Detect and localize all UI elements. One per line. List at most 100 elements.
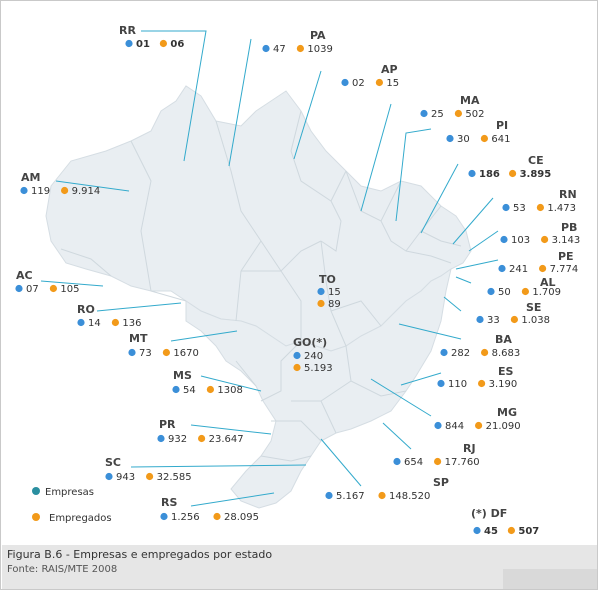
- empregados-value-rj: 17.760: [445, 457, 480, 468]
- empresas-marker-ms: [172, 385, 180, 394]
- empregados-marker-mt: [162, 348, 170, 357]
- empresas-value-pa: 47: [273, 44, 286, 55]
- leader-line-ba: [398, 323, 462, 340]
- leader-line-rn: [452, 197, 494, 245]
- state-label-al: AL: [540, 276, 556, 289]
- empresas-value-ma: 25: [431, 109, 444, 120]
- empregados-marker-ms: [206, 385, 214, 394]
- state-label-sp: SP: [433, 476, 449, 489]
- legend-empregados-marker: [32, 513, 40, 521]
- empresas-value-sc: 943: [116, 472, 135, 483]
- state-label-pr: PR: [159, 418, 176, 431]
- state-border: [60, 248, 112, 277]
- empresas-marker-pb: [500, 235, 508, 244]
- empresas-marker-rj: [393, 457, 401, 466]
- empregados-marker-pb: [541, 235, 549, 244]
- leader-line-sc: [130, 464, 307, 468]
- leader-line-ac: [40, 280, 104, 287]
- empresas-marker-al: [487, 287, 495, 296]
- state-border: [290, 110, 347, 202]
- state-label-sc: SC: [105, 456, 121, 469]
- empresas-value-mt: 73: [139, 348, 152, 359]
- empresas-value-ac: 07: [26, 284, 39, 295]
- empresas-marker-pi: [446, 134, 454, 143]
- empregados-value-am: 9.914: [72, 186, 101, 197]
- empresas-marker-sc: [105, 472, 113, 481]
- empresas-marker-rr: [125, 39, 133, 48]
- leader-line-ce: [420, 163, 459, 234]
- state-border: [320, 240, 347, 347]
- state-label-ap: AP: [381, 63, 398, 76]
- empresas-marker-sp: [325, 491, 333, 500]
- empresas-marker-df: [473, 526, 481, 535]
- empregados-marker-al: [521, 287, 530, 296]
- empregados-marker-rs: [213, 512, 221, 521]
- state-border: [150, 290, 187, 302]
- empregados-marker-rr: [159, 39, 167, 48]
- empregados-marker-pr: [198, 434, 206, 443]
- empresas-value-am: 119: [31, 186, 50, 197]
- state-border: [345, 345, 407, 397]
- empregados-marker-rj: [434, 457, 442, 466]
- state-border: [420, 230, 462, 247]
- state-label-es: ES: [498, 365, 514, 378]
- leader-line-es: [400, 372, 442, 386]
- empresas-value-es: 110: [448, 379, 467, 390]
- state-label-df: (*) DF: [471, 507, 507, 520]
- empresas-marker-pa: [262, 44, 270, 53]
- leader-line-ma: [360, 103, 392, 212]
- state-label-pe: PE: [558, 250, 574, 263]
- empresas-marker-rs: [160, 512, 168, 521]
- empregados-value-rn: 1.473: [547, 203, 576, 214]
- empresas-value-to: 15: [328, 287, 341, 298]
- leader-line-rr: [141, 30, 207, 162]
- empregados-marker-sp: [378, 491, 386, 500]
- empregados-marker-am: [61, 186, 69, 195]
- map-regions: [45, 85, 472, 509]
- empresas-value-rr: 01: [136, 39, 150, 50]
- state-label-rs: RS: [161, 496, 177, 509]
- leader-line-mt: [170, 330, 238, 342]
- legend-empregados-label: Empregados: [49, 513, 112, 524]
- empregados-value-ba: 8.683: [492, 348, 521, 359]
- state-label-mt: MT: [129, 332, 148, 345]
- leader-line-mg: [370, 378, 432, 417]
- empregados-marker-rn: [536, 203, 545, 212]
- empresas-marker-to: [317, 287, 325, 296]
- empresas-value-pr: 932: [168, 434, 187, 445]
- empresas-value-ap: 02: [352, 78, 365, 89]
- empregados-value-al: 1.709: [532, 287, 561, 298]
- empresas-value-mg: 844: [445, 421, 464, 432]
- caption-title: Figura B.6 - Empresas e empregados por e…: [7, 548, 273, 561]
- state-border: [260, 340, 302, 402]
- empregados-value-pe: 7.774: [550, 264, 579, 275]
- empresas-value-pb: 103: [511, 235, 530, 246]
- empresas-value-pe: 241: [509, 264, 528, 275]
- empregados-value-mt: 1670: [173, 348, 198, 359]
- empregados-value-to: 89: [328, 299, 341, 310]
- empregados-value-go: 5.193: [304, 363, 333, 374]
- empregados-marker-pe: [539, 264, 547, 273]
- state-label-ms: MS: [173, 369, 192, 382]
- empresas-marker-mg: [434, 421, 442, 430]
- state-label-ce: CE: [528, 154, 544, 167]
- empresas-value-pi: 30: [457, 134, 470, 145]
- state-label-rj: RJ: [463, 442, 476, 455]
- state-border: [235, 240, 262, 322]
- empregados-value-sc: 32.585: [157, 472, 192, 483]
- leader-line-ap: [293, 70, 322, 160]
- empresas-marker-ma: [420, 109, 428, 118]
- empresas-marker-se: [476, 315, 484, 324]
- empregados-marker-ac: [49, 284, 58, 293]
- empresas-value-ro: 14: [88, 318, 101, 329]
- leader-line-pi: [395, 128, 432, 222]
- leader-line-pr: [190, 424, 272, 435]
- leader-line-pa: [228, 38, 252, 167]
- leader-line-al: [455, 276, 472, 284]
- leader-line-pb: [468, 230, 499, 252]
- empregados-value-pr: 23.647: [209, 434, 244, 445]
- empresas-marker-es: [437, 379, 445, 388]
- leader-line-pe: [455, 259, 499, 270]
- empregados-value-df: 507: [518, 526, 539, 537]
